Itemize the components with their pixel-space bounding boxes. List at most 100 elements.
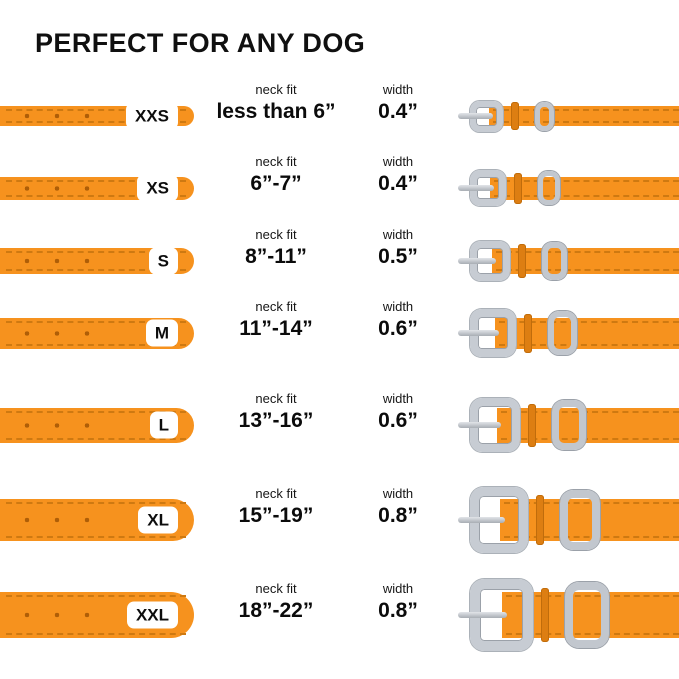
width-value: 0.5” xyxy=(378,245,418,268)
neck-fit-header: neck fit xyxy=(255,299,297,314)
neck-fit-column: neck fit 6”-7” xyxy=(196,148,356,196)
stitch-decoration xyxy=(504,502,679,538)
neck-fit-value: 11”-14” xyxy=(239,317,313,340)
collar-strap-graphic: XXS xyxy=(0,102,194,130)
buckle-prong-icon xyxy=(458,113,493,119)
neck-fit-column: neck fit 8”-11” xyxy=(196,221,356,269)
width-column: width 0.6” xyxy=(352,385,444,433)
width-header: width xyxy=(382,82,414,97)
size-badge: XXS xyxy=(125,102,178,130)
neck-fit-header: neck fit xyxy=(255,486,297,501)
neck-fit-header: neck fit xyxy=(255,391,297,406)
strap-keeper xyxy=(511,102,519,130)
collar-holes-decoration xyxy=(12,176,108,200)
size-badge: M xyxy=(145,319,178,347)
collar-holes-decoration xyxy=(12,592,108,638)
neck-fit-column: neck fit 18”-22” xyxy=(196,575,356,623)
page-title: PERFECT FOR ANY DOG xyxy=(35,28,366,58)
width-header: width xyxy=(382,391,414,406)
collar-buckle-graphic xyxy=(454,385,679,480)
size-row-xs: XS neck fit 6”-7” width 0.4” xyxy=(0,148,679,221)
neck-fit-value: 13”-16” xyxy=(238,409,314,432)
d-ring-icon xyxy=(541,242,567,280)
collar-buckle-graphic xyxy=(454,76,679,148)
collar-strap-graphic: XS xyxy=(0,174,194,202)
buckle-prong-icon xyxy=(458,517,506,523)
collar-holes-decoration xyxy=(12,248,108,274)
d-ring-icon xyxy=(564,581,609,649)
width-column: width 0.8” xyxy=(352,480,444,528)
size-badge: XL xyxy=(138,506,178,534)
d-ring-icon xyxy=(547,310,578,356)
size-row-m: M neck fit 11”-14” width 0.6” xyxy=(0,293,679,385)
collar-strap-graphic: XL xyxy=(0,499,194,541)
strap-keeper xyxy=(523,313,532,353)
size-rows: XXS neck fit less than 6” width 0.4” xyxy=(0,76,679,667)
size-badge: XS xyxy=(137,174,178,202)
buckle-prong-icon xyxy=(458,185,495,191)
neck-fit-value: 8”-11” xyxy=(245,245,307,268)
stitch-decoration xyxy=(495,251,679,271)
stitch-decoration xyxy=(494,179,679,197)
width-value: 0.4” xyxy=(378,100,418,123)
neck-fit-column: neck fit 13”-16” xyxy=(196,385,356,433)
collar-strap-graphic: S xyxy=(0,247,194,275)
neck-fit-header: neck fit xyxy=(255,82,297,97)
width-value: 0.8” xyxy=(378,504,418,527)
buckle-strap xyxy=(494,317,679,349)
stitch-decoration xyxy=(500,410,679,440)
neck-fit-value: less than 6” xyxy=(216,100,336,123)
neck-fit-column: neck fit 11”-14” xyxy=(196,293,356,341)
buckle-strap xyxy=(496,407,679,443)
width-value: 0.6” xyxy=(378,317,418,340)
width-header: width xyxy=(382,486,414,501)
neck-fit-header: neck fit xyxy=(255,581,297,596)
buckle-strap xyxy=(500,499,679,541)
strap-keeper xyxy=(517,244,526,278)
width-header: width xyxy=(382,154,414,169)
strap-keeper xyxy=(528,403,537,447)
buckle-prong-icon xyxy=(458,422,502,428)
collar-buckle-graphic xyxy=(454,575,679,667)
strap-keeper xyxy=(540,588,549,642)
size-badge: L xyxy=(149,411,178,439)
size-row-xl: XL neck fit 15”-19” width 0.8” xyxy=(0,480,679,575)
width-value: 0.4” xyxy=(378,172,418,195)
size-badge: S xyxy=(148,247,178,275)
collar-buckle-graphic xyxy=(454,221,679,293)
collar-holes-decoration xyxy=(12,499,108,541)
buckle-prong-icon xyxy=(458,330,499,336)
size-row-s: S neck fit 8”-11” width 0.5” xyxy=(0,221,679,293)
d-ring-icon xyxy=(538,171,561,205)
collar-holes-decoration xyxy=(12,407,108,443)
size-row-xxl: XXL neck fit 18”-22” width 0.8” xyxy=(0,575,679,667)
width-value: 0.8” xyxy=(378,599,418,622)
neck-fit-header: neck fit xyxy=(255,227,297,242)
size-row-xxs: XXS neck fit less than 6” width 0.4” xyxy=(0,76,679,148)
stitch-decoration xyxy=(498,320,679,346)
width-header: width xyxy=(382,299,414,314)
width-column: width 0.8” xyxy=(352,575,444,623)
buckle-prong-icon xyxy=(458,258,496,264)
collar-buckle-graphic xyxy=(454,293,679,385)
width-column: width 0.4” xyxy=(352,76,444,124)
collar-strap-graphic: XXL xyxy=(0,592,194,638)
size-row-l: L neck fit 13”-16” width 0.6” xyxy=(0,385,679,480)
width-column: width 0.6” xyxy=(352,293,444,341)
width-value: 0.6” xyxy=(378,409,418,432)
size-badge: XXL xyxy=(126,601,178,629)
neck-fit-column: neck fit 15”-19” xyxy=(196,480,356,528)
collar-buckle-graphic xyxy=(454,480,679,575)
collar-holes-decoration xyxy=(12,106,108,126)
width-header: width xyxy=(382,227,414,242)
width-header: width xyxy=(382,581,414,596)
d-ring-icon xyxy=(560,489,601,551)
buckle-prong-icon xyxy=(458,612,508,618)
strap-keeper xyxy=(514,172,523,204)
neck-fit-header: neck fit xyxy=(255,154,297,169)
neck-fit-column: neck fit less than 6” xyxy=(196,76,356,124)
neck-fit-value: 15”-19” xyxy=(238,504,314,527)
strap-keeper xyxy=(536,495,545,545)
width-column: width 0.5” xyxy=(352,221,444,269)
d-ring-icon xyxy=(552,399,586,451)
